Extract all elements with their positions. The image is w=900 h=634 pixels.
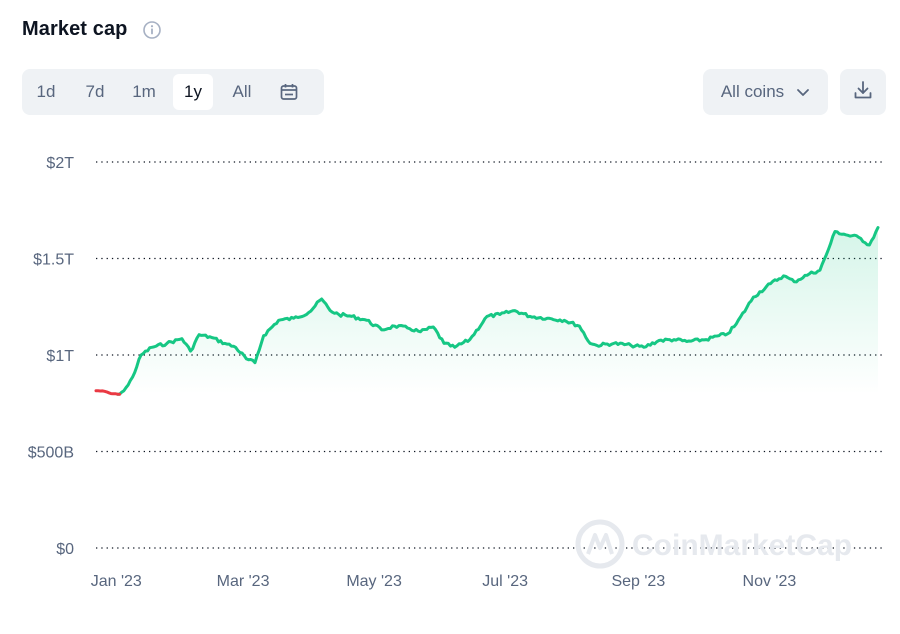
- range-7d-button[interactable]: 7d: [75, 74, 115, 110]
- range-1y-button[interactable]: 1y: [173, 74, 213, 110]
- x-axis: Jan '23 Mar '23 May '23 Jul '23 Sep '23 Nov '…: [91, 573, 797, 590]
- x-tick-label: Jul '23: [482, 573, 528, 590]
- chevron-down-icon: [796, 85, 810, 99]
- coinmarketcap-logo-icon: [575, 519, 625, 569]
- y-tick-label: $1.5T: [33, 252, 74, 269]
- y-tick-label: $0: [56, 541, 74, 558]
- watermark-text: CoinMarketCap: [632, 529, 852, 562]
- x-tick-label: Mar '23: [217, 573, 270, 590]
- download-icon: [852, 79, 874, 106]
- range-1d-button[interactable]: 1d: [26, 74, 66, 110]
- download-button[interactable]: [840, 69, 886, 115]
- x-tick-label: May '23: [346, 573, 402, 590]
- y-tick-label: $2T: [46, 155, 74, 172]
- x-tick-label: Jan '23: [91, 573, 142, 590]
- range-1m-button[interactable]: 1m: [124, 74, 164, 110]
- x-tick-label: Sep '23: [611, 573, 665, 590]
- series-line-below-start: [94, 389, 122, 396]
- y-tick-label: $1T: [46, 348, 74, 365]
- all-coins-dropdown[interactable]: All coins: [703, 69, 828, 115]
- time-range-selector: 1d 7d 1m 1y All: [22, 69, 324, 115]
- range-all-button[interactable]: All: [222, 74, 262, 110]
- series-line: [116, 226, 880, 396]
- all-coins-label: All coins: [720, 82, 785, 101]
- page-title: Market cap: [22, 18, 128, 40]
- watermark-logo: CoinMarketCap: [575, 519, 852, 569]
- y-axis: $2T $1.5T $1T $500B $0: [28, 155, 74, 558]
- y-tick-label: $500B: [28, 445, 74, 462]
- series-area: [96, 227, 878, 395]
- info-icon[interactable]: [142, 20, 162, 40]
- market-cap-chart[interactable]: $2T $1.5T $1T $500B $0 Jan '23 Mar '23 May '23…: [0, 130, 900, 634]
- calendar-icon[interactable]: [271, 74, 307, 110]
- x-tick-label: Nov '23: [743, 573, 797, 590]
